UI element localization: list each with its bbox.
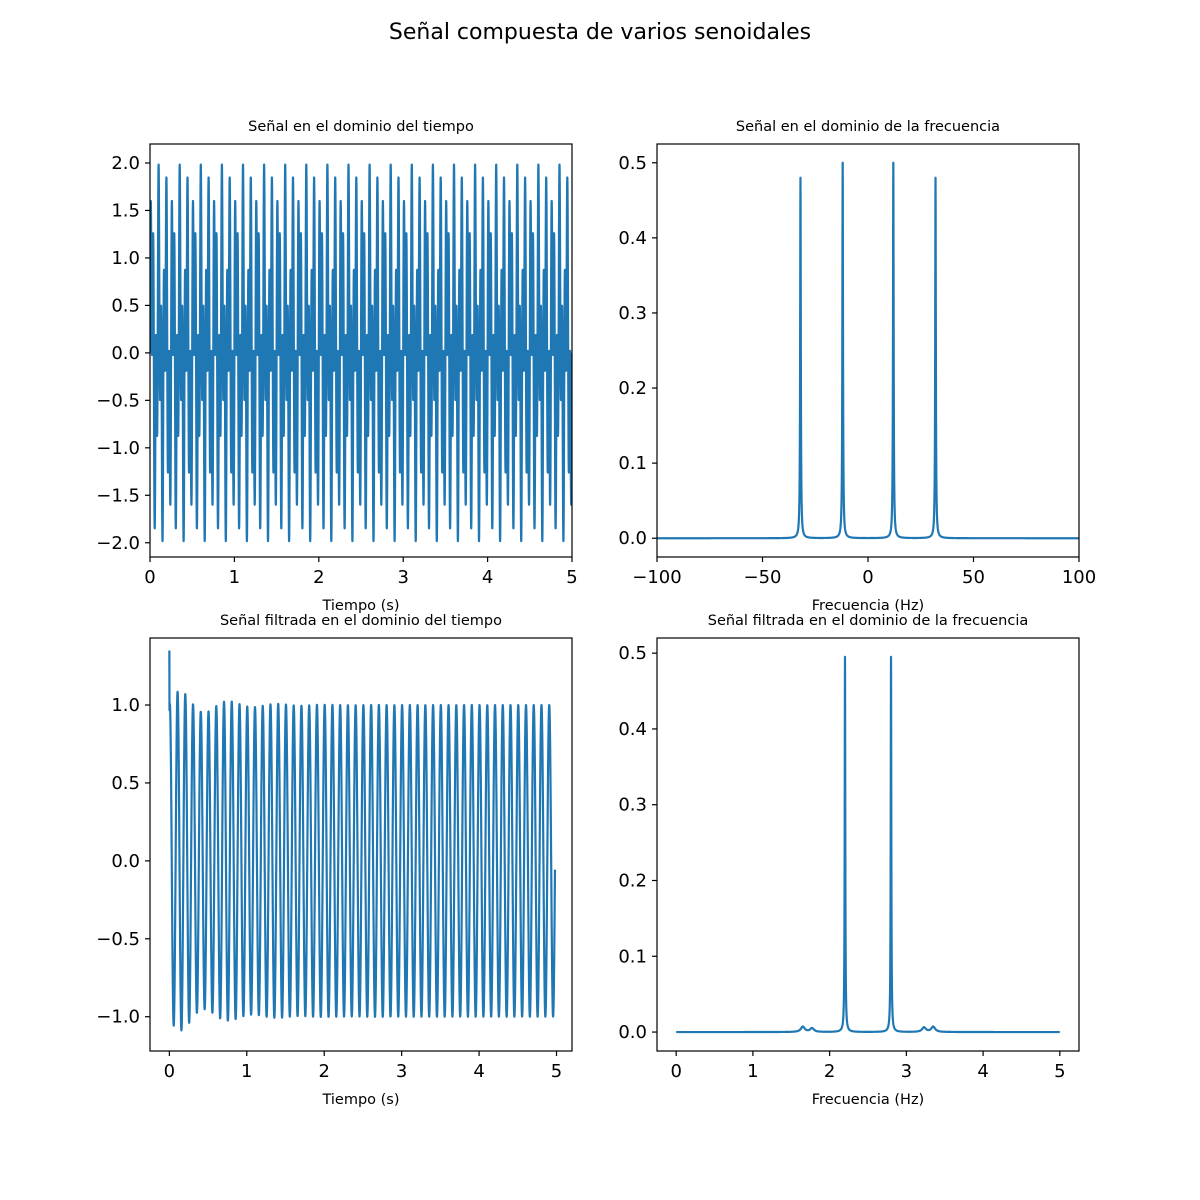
y-tick-label: −1.5 [96,485,140,506]
x-axis-label: Frecuencia (Hz) [812,598,924,614]
x-tick-label: 0 [144,567,155,588]
x-tick-label: 50 [962,567,985,588]
x-tick-label: 2 [318,1061,329,1082]
x-tick-label: 5 [1054,1061,1065,1082]
y-tick-label: 0.5 [618,153,647,174]
x-tick-label: 5 [566,567,577,588]
x-tick-label: 3 [396,1061,407,1082]
y-tick-label: 0.0 [618,1022,647,1043]
y-tick-label: −0.5 [96,929,140,950]
y-tick-label: −0.5 [96,390,140,411]
x-tick-label: 3 [397,567,408,588]
axes-frame [149,143,573,558]
y-tick-label: 0.0 [618,528,647,549]
y-tick-label: 1.0 [111,248,140,269]
y-tick-label: 0.0 [111,343,140,364]
y-tick-label: 0.5 [618,643,647,664]
y-tick-label: −2.0 [96,533,140,554]
data-line-filtered-freq [675,655,1061,1034]
y-tick-label: 0.0 [111,851,140,872]
data-line-time [150,163,572,543]
y-tick-label: 0.5 [111,295,140,316]
x-tick-label: 2 [824,1061,835,1082]
subplot-freq: −100 −50 0 50 100 0.0 0.1 0.2 0.3 0.4 0.5 Señal en … [618,119,1096,614]
x-tick-label: −50 [744,567,782,588]
axes-frame [656,143,1080,558]
x-tick-label: 5 [551,1061,562,1082]
subplot-title: Señal en el dominio del tiempo [248,119,474,135]
y-tick-label: 0.2 [618,378,647,399]
x-tick-label: 4 [977,1061,988,1082]
y-tick-label: 0.1 [618,946,647,967]
x-tick-label: 1 [241,1061,252,1082]
x-tick-label: 0 [862,567,873,588]
y-tick-label: 2.0 [111,153,140,174]
x-axis-label: Tiempo (s) [321,598,399,614]
y-tick-label: 0.3 [618,795,647,816]
y-tick-label: 0.4 [618,719,647,740]
subplot-filtered-time: 0 1 2 3 4 5 −1.0 −0.5 0.0 0.5 1.0 Señal filtrada en… [96,613,573,1108]
x-tick-label: 1 [747,1061,758,1082]
axes-frame [149,637,573,1052]
y-tick-label: 1.0 [111,695,140,716]
y-tick-label: 0.5 [111,773,140,794]
y-tick-label: 0.3 [618,303,647,324]
data-line-filtered-time [168,650,557,1032]
x-axis-label: Tiempo (s) [321,1092,399,1108]
data-line-freq [657,161,1079,540]
y-tick-label: 1.5 [111,200,140,221]
figure-title: Señal compuesta de varios senoidales [388,20,812,45]
x-tick-label: 0 [164,1061,175,1082]
x-tick-label: 100 [1062,567,1096,588]
x-tick-label: 4 [482,567,493,588]
x-tick-label: 4 [473,1061,484,1082]
subplot-title: Señal en el dominio de la frecuencia [736,119,1000,135]
x-tick-label: −100 [632,567,681,588]
y-tick-label: −1.0 [96,438,140,459]
subplot-title: Señal filtrada en el dominio de la frecu… [708,613,1029,629]
x-tick-label: 3 [901,1061,912,1082]
subplot-time: 0 1 2 3 4 5 −2.0 −1.5 −1.0 −0.5 0.0 0.5 1.0 1.5 2.0 Señ… [96,119,577,614]
x-axis-label: Frecuencia (Hz) [812,1092,924,1108]
y-tick-label: 0.1 [618,453,647,474]
x-tick-label: 0 [670,1061,681,1082]
x-tick-label: 1 [229,567,240,588]
x-tick-label: 2 [313,567,324,588]
axes-frame [656,637,1080,1052]
subplot-filtered-freq: 0 1 2 3 4 5 0.0 0.1 0.2 0.3 0.4 0.5 Señal filtrada e… [618,613,1080,1108]
y-tick-label: 0.4 [618,228,647,249]
y-tick-label: −1.0 [96,1007,140,1028]
y-tick-label: 0.2 [618,870,647,891]
subplot-title: Señal filtrada en el dominio del tiempo [220,613,502,629]
